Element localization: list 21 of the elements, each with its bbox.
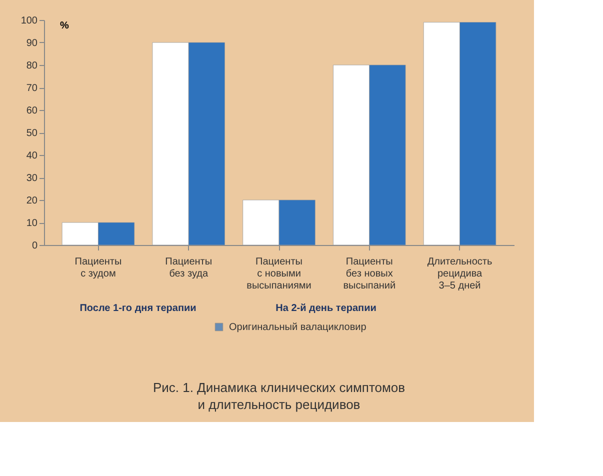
text: На 2-й день терапии bbox=[276, 303, 376, 314]
y-tick-label: 30 bbox=[26, 173, 38, 184]
y-axis-title: % bbox=[60, 20, 70, 32]
x-tick-label: Пациенты без новых высыпаний bbox=[343, 256, 396, 292]
text: Рис. 1. Динамика клинических симптомов и длительность рецидивов bbox=[152, 380, 406, 412]
y-tick-label: 20 bbox=[26, 196, 38, 206]
y-tick-label: 40 bbox=[26, 150, 38, 162]
text: После 1-го дня терапии bbox=[80, 303, 196, 314]
y-tick-label: 10 bbox=[26, 218, 38, 229]
legend-label: Оригинальный валацикловир bbox=[229, 322, 367, 333]
y-tick-label: 0 bbox=[32, 240, 38, 252]
y-tick-label: 80 bbox=[26, 60, 38, 72]
x-tick-label: Длительность рецидива 3–5 дней bbox=[427, 256, 492, 292]
y-tick-label: 70 bbox=[26, 83, 38, 94]
y-tick-label: 100 bbox=[20, 16, 38, 26]
y-tick-label: 90 bbox=[26, 38, 38, 49]
x-tick-label: Пациенты с новыми высыпаниями bbox=[246, 256, 312, 292]
y-tick-label: 60 bbox=[26, 106, 38, 116]
y-tick-label: 50 bbox=[26, 128, 38, 139]
x-tick-label: Пациенты с зудом bbox=[74, 256, 122, 280]
x-tick-label: Пациенты без зуда bbox=[165, 256, 212, 280]
